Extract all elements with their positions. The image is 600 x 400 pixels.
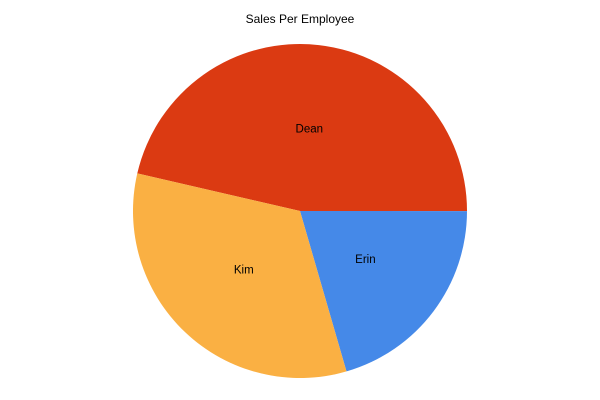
pie-slices [132,43,468,378]
pie-slice-label-erin: Erin [355,254,375,266]
pie-slice-label-dean: Dean [296,124,324,136]
pie-slice-erin[interactable] [300,211,467,372]
pie-slice-labels: Dean Erin Kim [234,124,376,277]
chart-title: Sales Per Employee [246,12,355,26]
pie-slice-dean[interactable] [137,43,468,212]
pie-slice-label-kim: Kim [234,264,254,276]
pie-slice-kim[interactable] [132,173,347,378]
